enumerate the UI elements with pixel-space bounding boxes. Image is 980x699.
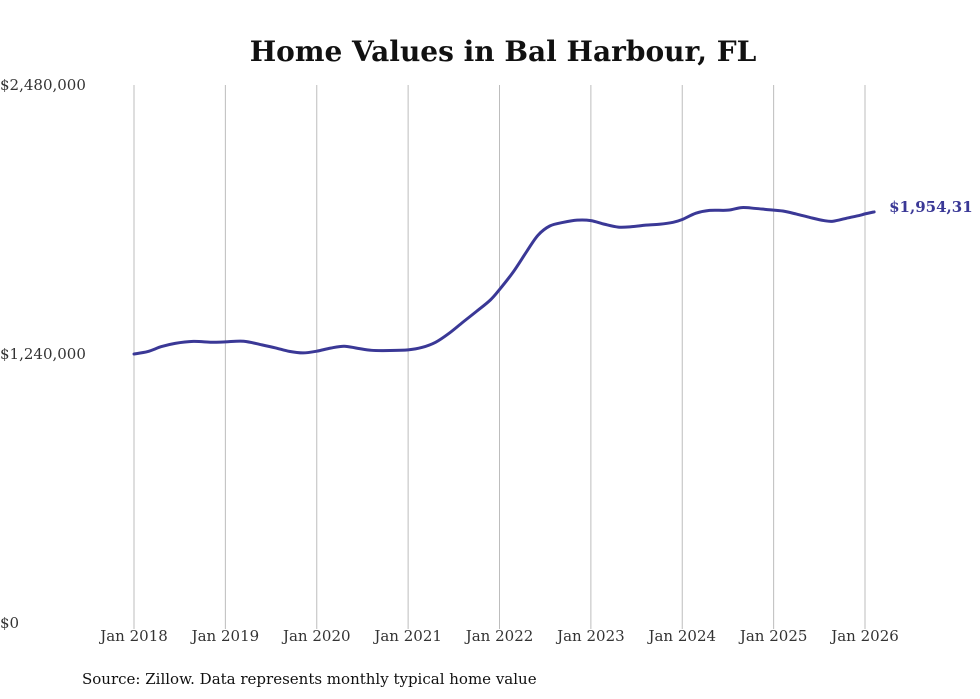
x-tick-label: Jan 2020 [281, 627, 351, 645]
x-tick-label: Jan 2024 [646, 627, 716, 645]
x-tick-label: Jan 2021 [372, 627, 442, 645]
gridlines [133, 85, 866, 629]
chart-title: Home Values in Bal Harbour, FL [250, 35, 757, 68]
x-tick-label: Jan 2025 [738, 627, 808, 645]
x-tick-label: Jan 2019 [190, 627, 260, 645]
x-tick-label: Jan 2023 [555, 627, 625, 645]
x-axis-ticks: Jan 2018 Jan 2019 Jan 2020 Jan 2021 Jan 2022… [98, 627, 899, 645]
source-note: Source: Zillow. Data represents monthly … [82, 670, 537, 688]
x-tick-label: Jan 2022 [464, 627, 534, 645]
x-tick-label: Jan 2026 [829, 627, 899, 645]
series-end-value-label: $1,954,31 [889, 198, 973, 216]
series-line-0 [132, 206, 876, 356]
y-tick-label: $1,240,000 [0, 345, 86, 363]
x-tick-label: Jan 2018 [98, 627, 168, 645]
y-tick-label: $2,480,000 [0, 76, 86, 94]
series-layer: $1,954,31 [132, 198, 973, 356]
y-tick-label: $0 [0, 614, 19, 632]
y-axis-ticks: $0 $1,240,000 $2,480,000 [0, 76, 86, 632]
